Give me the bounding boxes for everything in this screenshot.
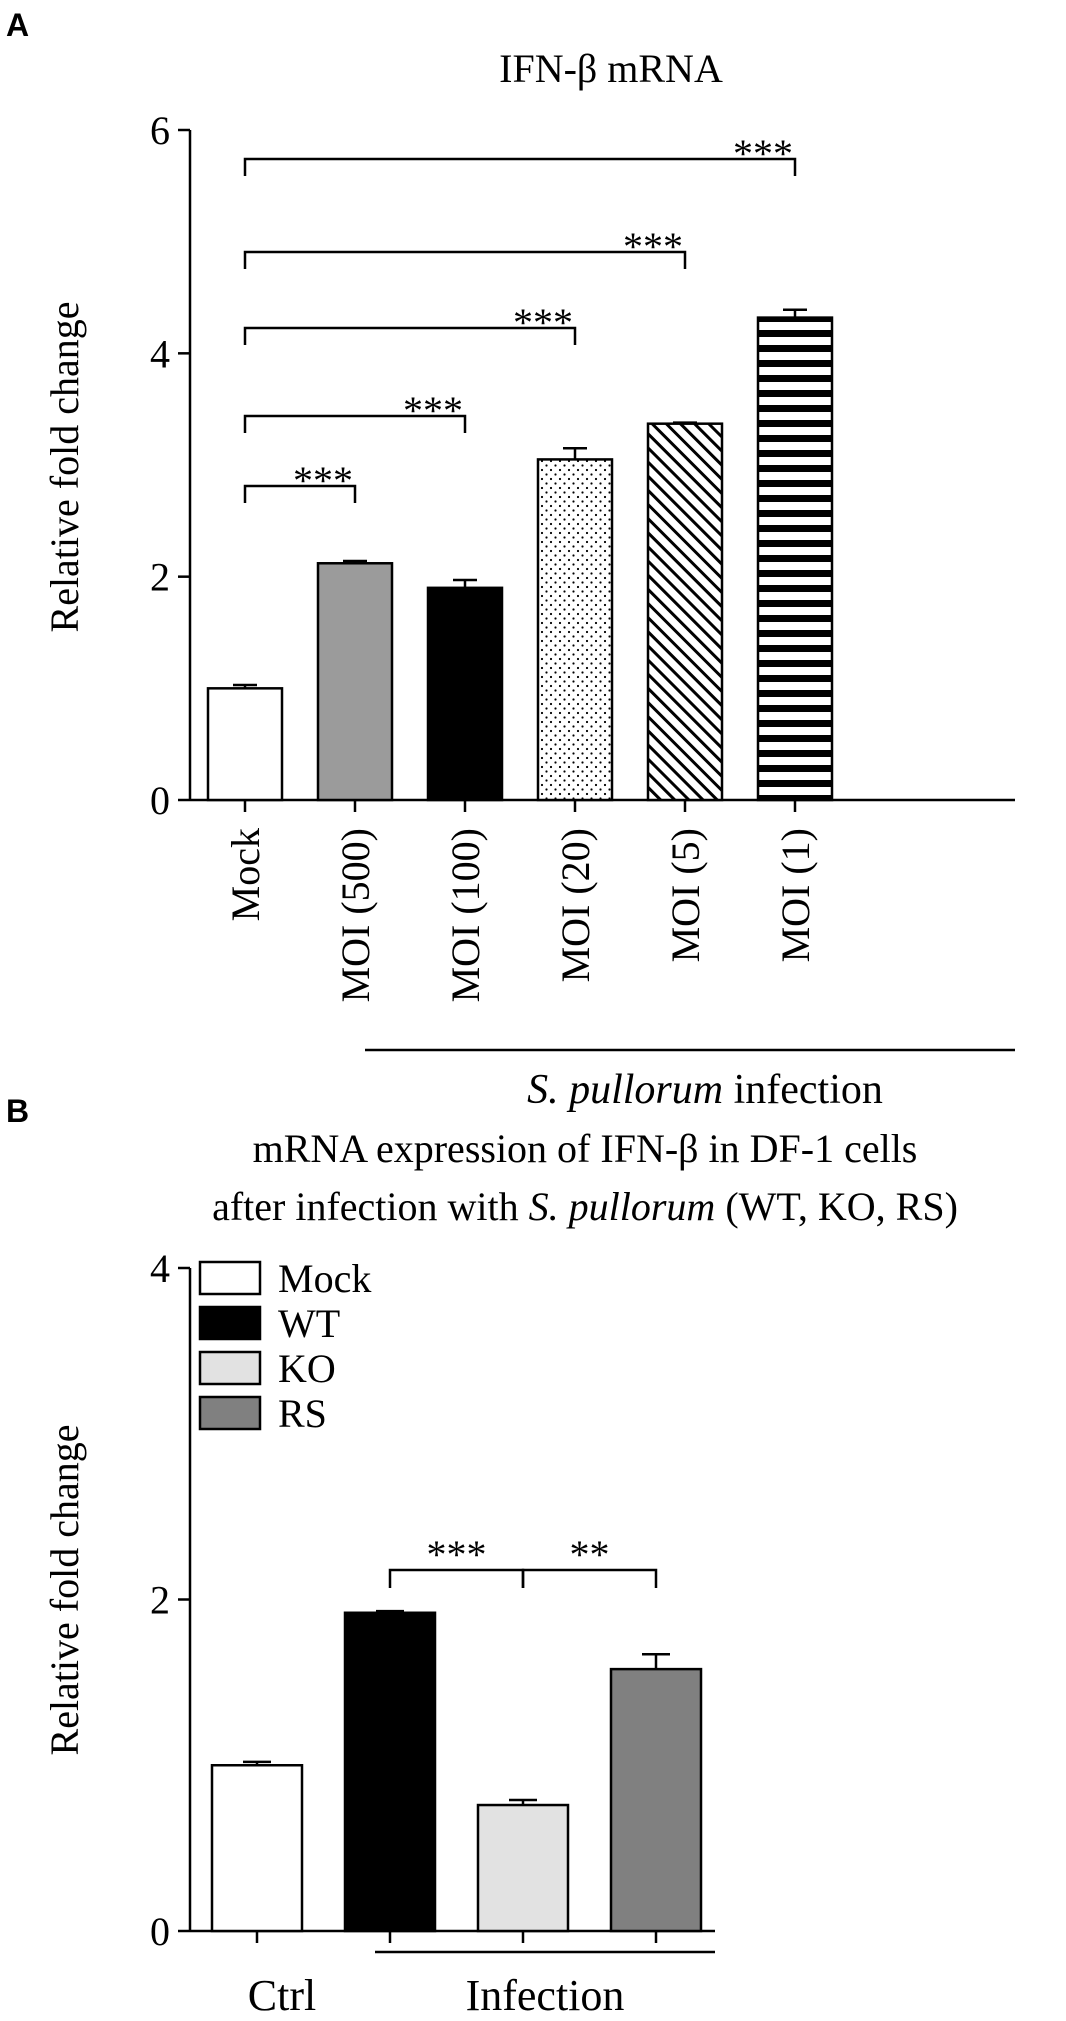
a-significance-label: *** <box>733 131 793 176</box>
a-significance-bracket <box>243 250 687 269</box>
b-bar <box>609 1667 703 1933</box>
b-legend-swatch <box>198 1350 262 1386</box>
a-significance-bracket <box>243 484 357 503</box>
panel-a-group-label: S. pullorum infection <box>527 1067 883 1113</box>
panel-b-letter: B <box>6 1093 29 1129</box>
panel-a-y-axis-label: Relative fold change <box>42 302 87 633</box>
b-ytick-label: 0 <box>150 1909 170 1954</box>
a-category-label: MOI (100) <box>443 828 488 1002</box>
a-bar <box>316 562 394 802</box>
b-legend-label: RS <box>278 1391 327 1436</box>
panel-a-title: IFN-β mRNA <box>499 46 723 91</box>
a-bar <box>646 422 724 802</box>
b-significance-bracket <box>521 1568 658 1588</box>
b-significance-label: ** <box>570 1532 610 1577</box>
a-bar <box>756 316 834 802</box>
panel-b-x-label-ctrl: Ctrl <box>248 1971 316 2020</box>
panel-b-y-axis-label: Relative fold change <box>42 1425 87 1756</box>
a-significance-label: *** <box>403 388 463 433</box>
a-bar <box>206 687 284 802</box>
b-legend-swatch <box>198 1305 262 1341</box>
panel-b-x-label-infection: Infection <box>466 1971 625 2020</box>
panel-a: A IFN-β mRNA Relative fold change 0 2 4 6 *… <box>6 7 1015 1113</box>
b-bar <box>476 1803 570 1933</box>
a-ytick-label: 0 <box>150 778 170 823</box>
b-legend-swatch <box>198 1260 262 1296</box>
a-ytick-label: 6 <box>150 108 170 153</box>
b-ytick-label: 4 <box>150 1246 170 1291</box>
a-significance-label: *** <box>293 458 353 503</box>
a-significance-bracket <box>243 326 577 345</box>
a-ytick-label: 2 <box>150 555 170 600</box>
a-bar <box>536 458 614 802</box>
b-bar <box>210 1764 304 1933</box>
b-ytick-label: 2 <box>150 1578 170 1623</box>
a-significance-bracket <box>243 414 467 433</box>
a-category-label: MOI (5) <box>663 828 708 962</box>
a-significance-label: *** <box>623 224 683 269</box>
a-bar <box>426 586 504 802</box>
a-category-label: Mock <box>223 828 268 921</box>
b-bar <box>343 1611 437 1933</box>
a-significance-label: *** <box>513 300 573 345</box>
a-category-label: MOI (20) <box>553 828 598 982</box>
b-legend-label: WT <box>278 1301 340 1346</box>
a-ytick-label: 4 <box>150 331 170 376</box>
a-category-label: MOI (500) <box>333 828 378 1002</box>
b-significance-label: *** <box>427 1532 487 1577</box>
panel-b: B mRNA expression of IFN-β in DF-1 cells… <box>6 1093 958 2020</box>
b-legend-swatch <box>198 1395 262 1431</box>
panel-b-title-line2: after infection with S. pullorum (WT, KO… <box>212 1184 958 1229</box>
a-significance-bracket <box>243 157 797 176</box>
b-legend-label: KO <box>278 1346 336 1391</box>
panel-a-letter: A <box>6 7 29 43</box>
panel-b-title-line1: mRNA expression of IFN-β in DF-1 cells <box>253 1126 918 1171</box>
a-category-label: MOI (1) <box>773 828 818 962</box>
b-legend-label: Mock <box>278 1256 371 1301</box>
